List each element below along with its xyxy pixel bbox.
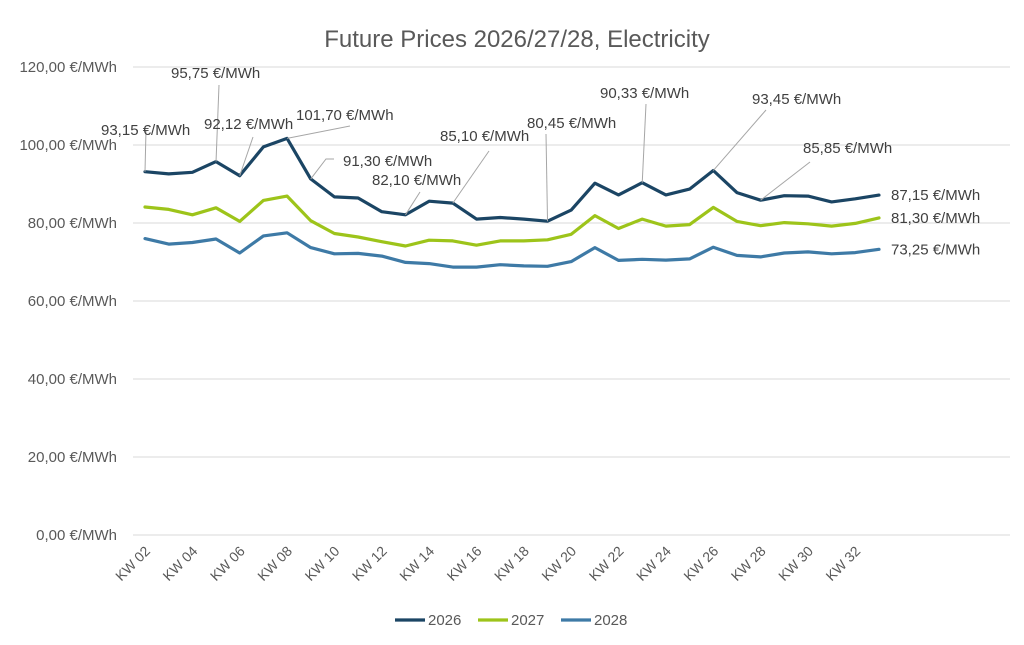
x-tick-label: KW 10 <box>302 543 343 584</box>
data-label-2026: 85,10 €/MWh <box>440 128 529 145</box>
leader-line <box>641 103 647 183</box>
legend: 2026 2027 2028 <box>395 612 627 629</box>
x-tick-label: KW 02 <box>112 543 153 584</box>
y-tick-label: 80,00 €/MWh <box>28 215 117 232</box>
leader-line <box>239 136 254 176</box>
leader-line <box>405 191 421 216</box>
x-axis-ticks: KW 02 KW 04 KW 06 KW 08 KW 10 KW 12 KW 14 KW 16… <box>112 543 863 584</box>
x-tick-label: KW 20 <box>538 543 579 584</box>
leader-line <box>310 158 334 180</box>
x-tick-label: KW 06 <box>207 543 248 584</box>
x-tick-label: KW 22 <box>586 543 627 584</box>
legend-label: 2026 <box>428 612 461 629</box>
data-label-2026: 82,10 €/MWh <box>372 172 461 189</box>
legend-label: 2027 <box>511 612 544 629</box>
gridlines <box>133 66 1010 536</box>
y-axis-ticks: 0,00 €/MWh 20,00 €/MWh 40,00 €/MWh 60,00 €/… <box>19 59 117 544</box>
x-tick-label: KW 16 <box>444 543 485 584</box>
data-label-2026: 87,15 €/MWh <box>891 187 980 204</box>
data-label-2026: 93,15 €/MWh <box>101 122 190 139</box>
data-label-2026: 90,33 €/MWh <box>600 85 689 102</box>
data-label-2026: 80,45 €/MWh <box>527 115 616 132</box>
series-line-2027 <box>143 194 881 248</box>
leader-line <box>712 109 767 171</box>
leader-line <box>760 161 811 201</box>
x-tick-label: KW 28 <box>728 543 769 584</box>
series-line-2026 <box>143 136 881 223</box>
data-label-2027: 81,30 €/MWh <box>891 210 980 227</box>
leader-line <box>286 125 351 139</box>
leader-line <box>215 84 220 162</box>
x-tick-label: KW 24 <box>633 543 674 584</box>
x-tick-label: KW 18 <box>491 543 532 584</box>
y-tick-label: 100,00 €/MWh <box>19 137 117 154</box>
x-tick-label: KW 30 <box>775 543 816 584</box>
x-tick-label: KW 12 <box>349 543 390 584</box>
x-tick-label: KW 04 <box>159 543 200 584</box>
y-tick-label: 60,00 €/MWh <box>28 293 117 310</box>
y-tick-label: 40,00 €/MWh <box>28 371 117 388</box>
leader-line <box>144 129 147 172</box>
x-tick-label: KW 08 <box>254 543 295 584</box>
y-tick-label: 20,00 €/MWh <box>28 449 117 466</box>
x-tick-label: KW 32 <box>822 543 863 584</box>
data-label-2026: 91,30 €/MWh <box>343 153 432 170</box>
y-tick-label: 0,00 €/MWh <box>36 527 117 544</box>
series-lines <box>143 136 881 269</box>
leader-line <box>452 150 490 204</box>
x-tick-label: KW 26 <box>680 543 721 584</box>
series-line-2028 <box>143 231 881 269</box>
data-label-2026: 93,45 €/MWh <box>752 91 841 108</box>
data-label-2026: 101,70 €/MWh <box>296 107 394 124</box>
data-labels: 93,15 €/MWh 95,75 €/MWh 92,12 €/MWh101,70 … <box>101 65 980 258</box>
data-label-2028: 73,25 €/MWh <box>891 241 980 258</box>
leader-line <box>545 133 549 222</box>
chart-title: Future Prices 2026/27/28, Electricity <box>324 26 710 53</box>
legend-item-2028[interactable]: 2028 <box>561 612 627 629</box>
data-label-2026: 95,75 €/MWh <box>171 65 260 82</box>
y-tick-label: 120,00 €/MWh <box>19 59 117 76</box>
legend-item-2027[interactable]: 2027 <box>478 612 544 629</box>
x-tick-label: KW 14 <box>396 543 437 584</box>
data-label-2026: 85,85 €/MWh <box>803 140 892 157</box>
legend-label: 2028 <box>594 612 627 629</box>
data-label-2026: 92,12 €/MWh <box>204 116 293 133</box>
legend-item-2026[interactable]: 2026 <box>395 612 461 629</box>
